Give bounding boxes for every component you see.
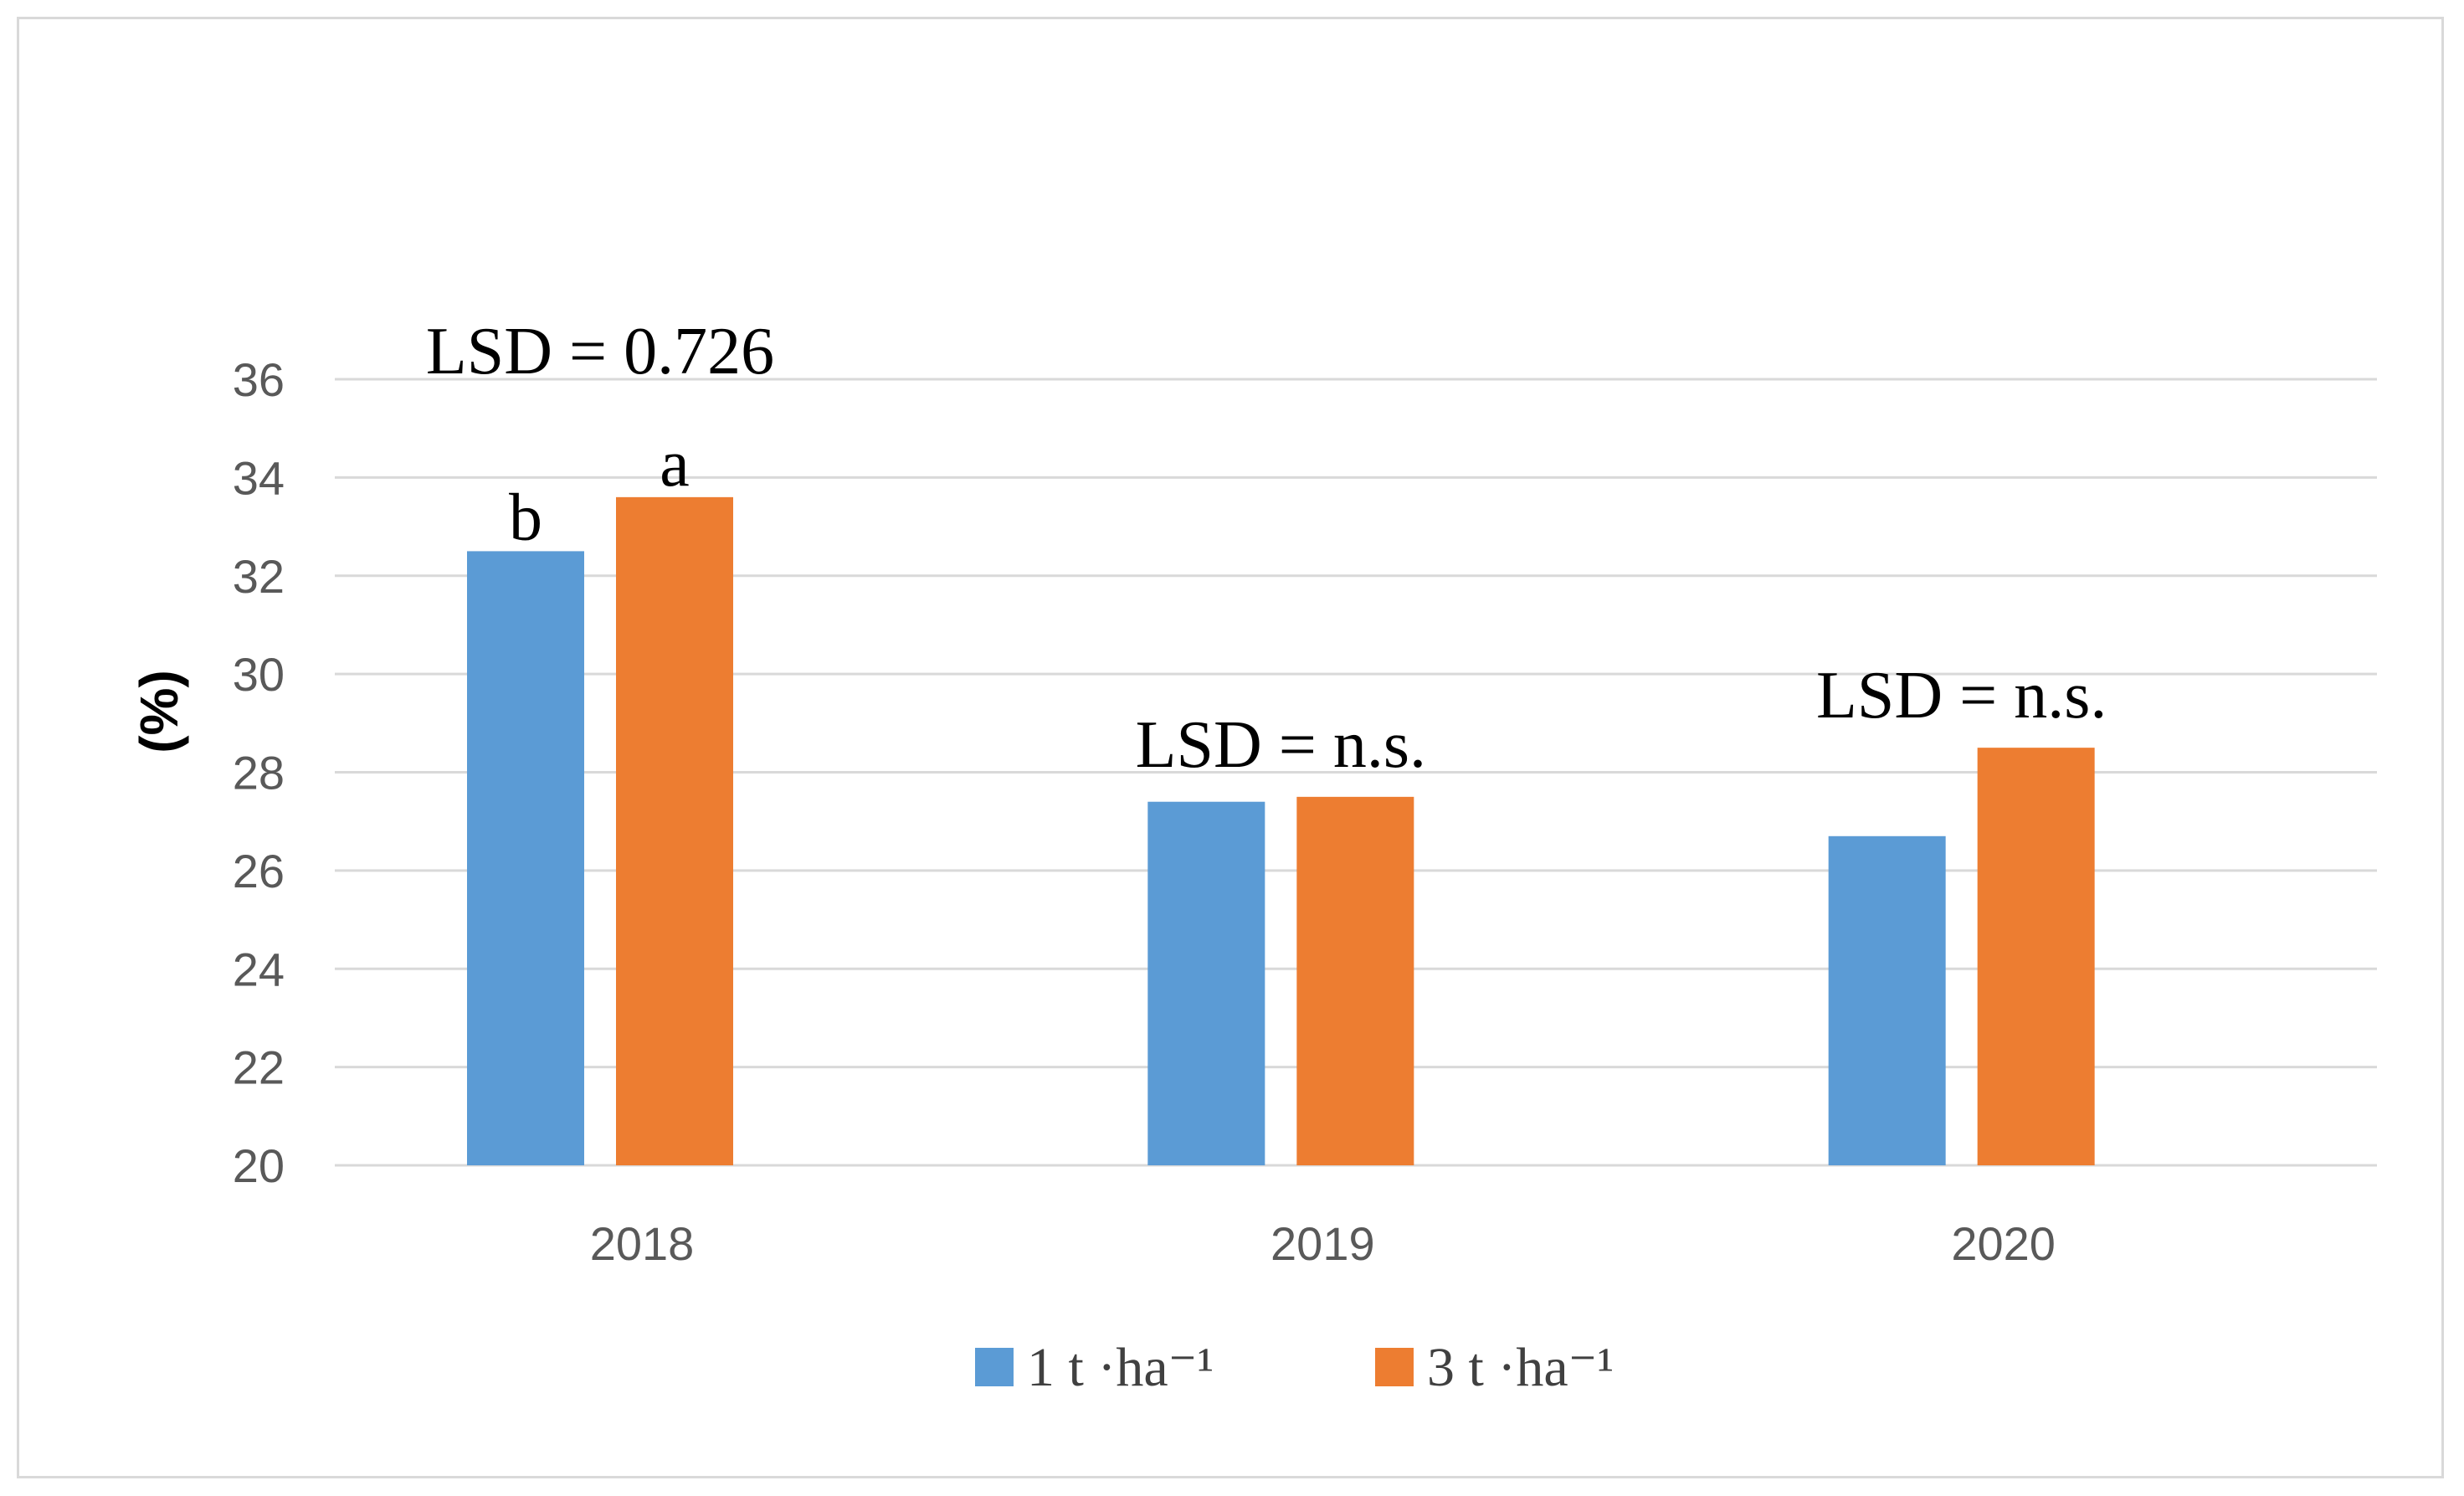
lsd-annotation: LSD = 0.726 — [426, 315, 774, 388]
x-tick-label: 2020 — [1951, 1217, 2056, 1270]
significance-letter: b — [509, 481, 542, 554]
y-tick-label: 22 — [233, 1041, 285, 1094]
y-tick-label: 26 — [233, 845, 285, 897]
y-tick-label: 24 — [233, 943, 285, 995]
y-axis-ticks: 20 22 24 26 28 30 32 34 36 — [233, 353, 285, 1192]
y-tick-label: 34 — [233, 451, 285, 504]
bar — [1296, 796, 1414, 1165]
y-tick-label: 36 — [233, 353, 285, 406]
lsd-annotation: LSD = n.s. — [1816, 659, 2107, 733]
y-tick-label: 30 — [233, 648, 285, 701]
lsd-annotation: LSD = n.s. — [1136, 708, 1426, 782]
bar — [1828, 835, 1946, 1165]
bar — [467, 551, 584, 1165]
y-tick-label: 20 — [233, 1139, 285, 1192]
legend-label: 1 t ·ha⁻¹ — [1027, 1337, 1214, 1398]
x-axis-ticks: 2018 2019 2020 — [590, 1217, 2056, 1270]
chart-frame — [17, 17, 2444, 1478]
x-tick-label: 2018 — [590, 1217, 695, 1270]
legend-label: 3 t ·ha⁻¹ — [1427, 1337, 1614, 1398]
bar — [1977, 748, 2095, 1165]
x-tick-label: 2019 — [1270, 1217, 1375, 1270]
y-axis-label: (%) — [129, 670, 189, 753]
annotations: b a LSD = 0.726 LSD = n.s. LSD = n.s. — [426, 315, 2107, 782]
legend-swatch — [1375, 1348, 1414, 1386]
bar — [1147, 801, 1265, 1165]
significance-letter: a — [660, 427, 690, 501]
legend-swatch — [975, 1348, 1014, 1386]
bar — [616, 496, 733, 1165]
y-tick-label: 28 — [233, 747, 285, 799]
bars — [467, 496, 2095, 1165]
legend: 1 t ·ha⁻¹ 3 t ·ha⁻¹ — [975, 1337, 1614, 1398]
y-tick-label: 32 — [233, 550, 285, 603]
